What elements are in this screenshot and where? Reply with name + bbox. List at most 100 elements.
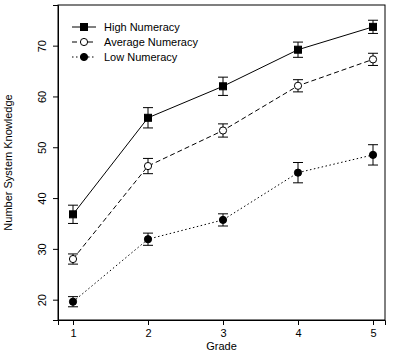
data-point	[144, 236, 151, 243]
legend-marker	[80, 53, 87, 60]
error-bar	[68, 254, 78, 264]
data-point	[294, 169, 301, 176]
x-tick-label: 5	[370, 327, 376, 339]
error-bar-cap	[218, 226, 228, 227]
y-tick: 70	[36, 40, 58, 52]
error-bar-cap	[368, 165, 378, 166]
y-axis-line	[53, 6, 59, 321]
error-bar-cap	[218, 213, 228, 214]
series-line	[73, 59, 373, 259]
error-bar-cap	[68, 296, 78, 297]
x-tick: 5	[370, 320, 376, 339]
error-bar-cap	[143, 245, 153, 246]
error-bar-cap	[218, 137, 228, 138]
error-bar-cap	[68, 306, 78, 307]
error-bar-cap	[368, 33, 378, 34]
x-axis: 1 2 3 4 5	[59, 320, 386, 339]
x-tick: 4	[295, 320, 301, 339]
y-tick-mark	[53, 198, 58, 199]
error-bar-cap	[293, 182, 303, 183]
x-tick-label: 3	[220, 327, 226, 339]
data-point	[295, 46, 302, 53]
error-bar	[368, 20, 378, 33]
data-area	[68, 20, 378, 307]
data-point	[69, 298, 76, 305]
y-tick-label: 20	[36, 294, 48, 306]
x-tick-mark	[373, 320, 374, 325]
error-bar-cap	[368, 65, 378, 66]
legend-item: Average Numeracy	[72, 36, 198, 48]
legend-item: High Numeracy	[72, 21, 180, 33]
error-bar-cap	[218, 123, 228, 124]
y-tick-mark	[53, 300, 58, 301]
error-bar-cap	[293, 91, 303, 92]
error-bar-cap	[68, 205, 78, 206]
y-tick-mark	[53, 249, 58, 250]
data-point	[145, 114, 152, 121]
y-axis-title: Number System Knowledge	[2, 94, 14, 230]
y-axis: 20 30 40 50 60 70	[36, 6, 59, 321]
chart: 1 2 3 4 5 20 30 40 50 60 70 High Numeracy Average Nu…	[0, 0, 400, 355]
y-tick-mark	[53, 96, 58, 97]
error-bar	[293, 42, 303, 57]
x-tick-mark	[298, 320, 299, 325]
x-tick-label: 4	[295, 327, 301, 339]
x-tick-label: 2	[145, 327, 151, 339]
error-bar-cap	[368, 144, 378, 145]
data-point	[369, 151, 376, 158]
data-point	[294, 82, 301, 89]
legend: High Numeracy Average Numeracy Low Numerac…	[72, 21, 198, 63]
legend-marker	[81, 24, 88, 31]
error-bar	[143, 233, 153, 245]
error-bar	[368, 53, 378, 65]
y-tick: 60	[36, 91, 58, 103]
error-bar	[293, 163, 303, 183]
x-tick: 3	[220, 320, 226, 339]
error-bar-cap	[218, 77, 228, 78]
y-tick-label: 70	[36, 40, 48, 52]
error-bar-cap	[368, 20, 378, 21]
error-bar	[368, 145, 378, 165]
x-axis-title: Grade	[206, 340, 237, 352]
error-bar	[218, 214, 228, 226]
series-line	[73, 27, 373, 214]
error-bar-cap	[293, 162, 303, 163]
y-tick-label: 30	[36, 243, 48, 255]
y-tick: 40	[36, 192, 58, 204]
plot-frame	[58, 5, 385, 320]
x-tick: 2	[145, 320, 151, 339]
error-bar-cap	[293, 42, 303, 43]
data-point	[69, 255, 76, 262]
error-bar-cap	[68, 253, 78, 254]
error-bar-cap	[368, 53, 378, 54]
y-tick-label: 50	[36, 142, 48, 154]
error-bar	[143, 108, 153, 128]
error-bar-cap	[143, 107, 153, 108]
error-bar-cap	[68, 223, 78, 224]
error-bar	[218, 77, 228, 95]
plot: 1 2 3 4 5 20 30 40 50 60 70 High Numeracy Average Nu…	[36, 5, 386, 339]
y-tick-mark	[53, 147, 58, 148]
data-point	[219, 216, 226, 223]
legend-item: Low Numeracy	[72, 51, 178, 63]
data-point	[219, 127, 226, 134]
error-bar	[218, 124, 228, 137]
y-tick: 30	[36, 243, 58, 255]
error-bar-cap	[218, 95, 228, 96]
error-bar-cap	[143, 173, 153, 174]
x-tick-mark	[223, 320, 224, 325]
error-bar-cap	[68, 264, 78, 265]
y-tick-label: 40	[36, 192, 48, 204]
error-bar	[143, 158, 153, 173]
x-tick-mark	[148, 320, 149, 325]
error-bar	[68, 297, 78, 307]
data-point	[70, 211, 77, 218]
y-tick-mark	[53, 46, 58, 47]
x-tick-mark	[73, 320, 74, 325]
x-tick-label: 1	[70, 327, 76, 339]
legend-label: Low Numeracy	[104, 51, 178, 63]
data-point	[220, 83, 227, 90]
legend-marker	[80, 38, 87, 45]
x-axis-line	[59, 321, 386, 326]
data-point	[370, 23, 377, 30]
